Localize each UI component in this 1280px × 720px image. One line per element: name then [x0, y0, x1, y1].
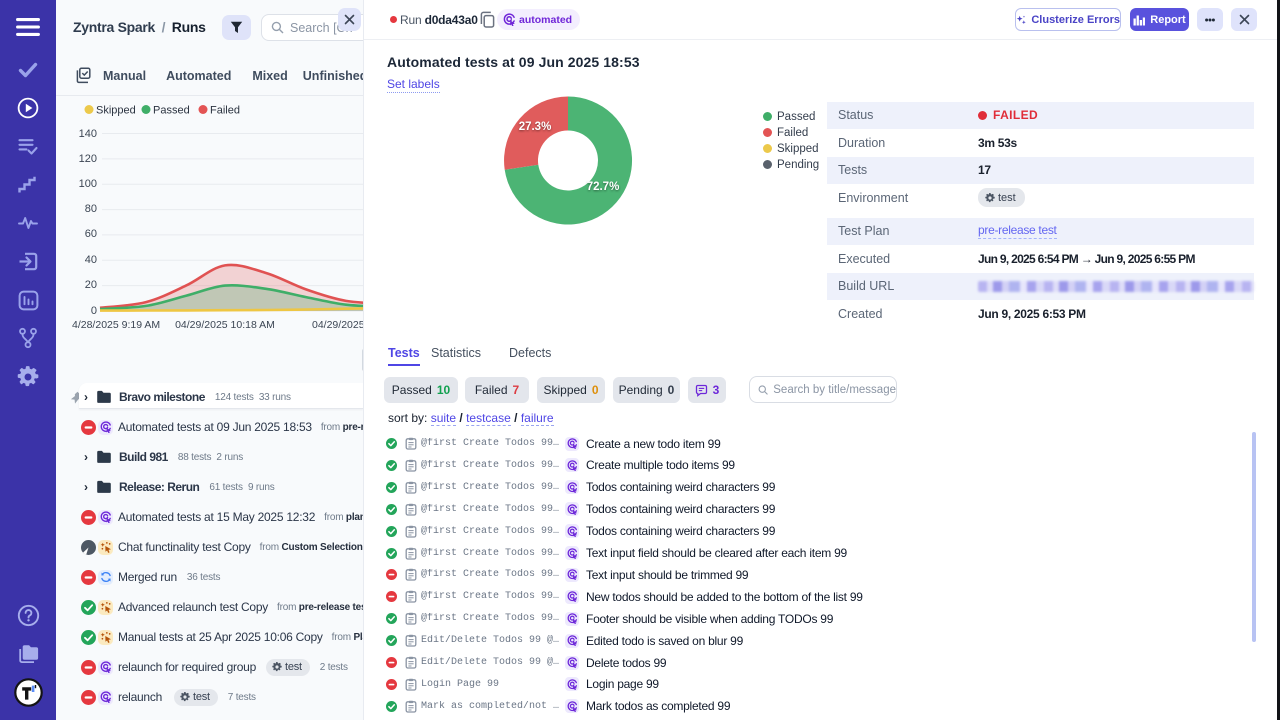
svg-text:04/29/2025 10:18 AM: 04/29/2025 10:18 AM: [175, 319, 275, 331]
svg-text:0: 0: [91, 305, 97, 317]
svg-text:60: 60: [85, 228, 97, 240]
svg-text:4/28/2025 9:19 AM: 4/28/2025 9:19 AM: [72, 319, 160, 331]
svg-text:27.3%: 27.3%: [519, 121, 552, 133]
svg-text:Skipped: Skipped: [96, 105, 136, 117]
svg-text:72.7%: 72.7%: [587, 181, 620, 193]
svg-text:40: 40: [85, 254, 97, 266]
svg-text:100: 100: [79, 178, 97, 190]
svg-text:Passed: Passed: [153, 105, 190, 117]
svg-text:80: 80: [85, 203, 97, 215]
svg-text:20: 20: [85, 279, 97, 291]
svg-text:04/29/2025 10: 04/29/2025 10: [312, 319, 363, 331]
svg-text:140: 140: [79, 128, 97, 140]
svg-text:Failed: Failed: [210, 105, 240, 117]
svg-text:120: 120: [79, 153, 97, 165]
